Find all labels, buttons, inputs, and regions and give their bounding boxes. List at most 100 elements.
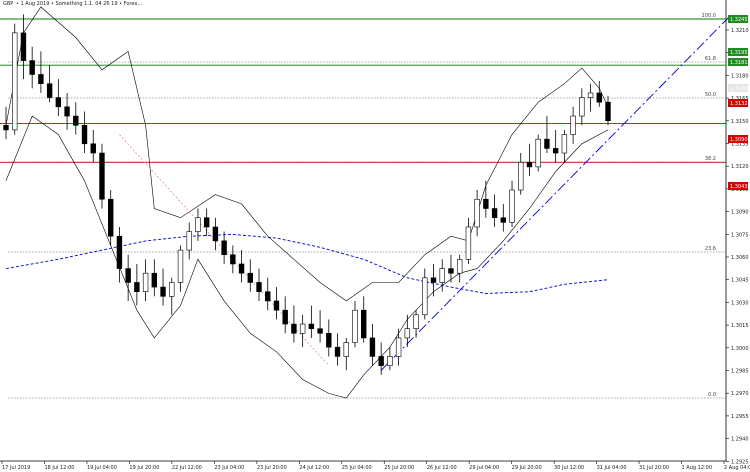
price-tag-5 [728, 135, 748, 143]
candle-body-12 [107, 198, 114, 237]
candle-body-40 [352, 309, 358, 343]
fib-label-3: 38.2 [705, 156, 716, 162]
candle-body-13 [116, 235, 123, 269]
fib-label-2: 50.0 [705, 92, 716, 98]
y-axis-ticks: 1.32101.31951.31801.31651.31501.31351.31… [726, 28, 749, 465]
candle-body-3 [29, 60, 35, 75]
x-tick-label-11: 29 Jul 04:00 [469, 465, 499, 471]
y-tick-label-10: 1.3060 [731, 255, 749, 261]
x-tick-label-14: 31 Jul 04:00 [597, 465, 627, 471]
y-tick-label-0: 1.3210 [731, 28, 749, 34]
candle-body-38 [334, 346, 341, 357]
candle-body-23 [203, 217, 210, 228]
candle-body-52 [456, 259, 463, 274]
y-tick-label-12: 1.3030 [731, 300, 749, 306]
candle-body-60 [526, 161, 533, 168]
candle-body-53 [465, 226, 472, 260]
x-tick-label-16: 1 Aug 12:00 [682, 465, 713, 471]
y-tick-label-19: 1.2925 [731, 459, 749, 465]
candle-body-33 [291, 323, 297, 334]
candle-body-22 [195, 217, 201, 232]
candle-body-30 [265, 291, 271, 302]
x-axis-ticks: 17 Jul 2019 18 Jul 12:00 19 Jul 04:00 19 Ju… [1, 461, 750, 471]
x-tick-label-2: 19 Jul 04:00 [87, 465, 117, 471]
x-tick-label-6: 23 Jul 20:00 [257, 465, 287, 471]
y-tick-label-13: 1.3015 [731, 323, 749, 329]
y-tick-label-9: 1.3075 [731, 232, 749, 238]
candle-body-37 [326, 332, 332, 348]
candle-body-62 [544, 138, 550, 149]
price-tag-label-4: 1.3132 [730, 101, 748, 107]
candle-body-35 [308, 323, 315, 329]
price-tag-label-0: 1.3245 [730, 17, 748, 23]
y-tick-label-16: 1.2970 [731, 391, 749, 397]
candle-body-10 [90, 143, 96, 154]
fib-label-1: 61.8 [705, 56, 716, 62]
x-tick-label-3: 19 Jul 20:00 [129, 465, 159, 471]
x-tick-label-17: 2 Aug 04:00 [724, 465, 750, 471]
candle-body-4 [38, 74, 44, 85]
candle-body-54 [474, 198, 480, 228]
candle-body-26 [230, 254, 236, 265]
candle-body-17 [151, 272, 158, 288]
y-tick-label-2: 1.3180 [731, 73, 749, 79]
candle-body-58 [509, 189, 515, 223]
candle-body-21 [186, 231, 192, 251]
y-tick-label-4: 1.3150 [731, 119, 749, 125]
candle-body-69 [605, 101, 611, 121]
x-tick-label-5: 23 Jul 04:00 [214, 465, 244, 471]
candle-body-66 [579, 97, 585, 117]
candle-body-41 [361, 309, 367, 339]
candle-body-50 [439, 268, 445, 283]
price-tag-0 [728, 15, 748, 23]
y-tick-label-15: 1.2985 [731, 369, 749, 375]
price-tag-3 [728, 84, 748, 92]
candle-body-11 [99, 152, 105, 200]
candle-body-51 [448, 268, 454, 274]
candle-body-29 [256, 282, 262, 292]
candle-body-36 [317, 328, 323, 334]
price-tag-label-3: 1.3148 [730, 86, 748, 92]
price-tag-2 [728, 58, 748, 66]
candle-body-8 [73, 115, 79, 126]
candle-body-61 [535, 138, 541, 168]
candle-body-57 [500, 217, 507, 223]
fibonacci-levels: 100.0 61.8 50.0 38.2 23.6 0.0 [8, 13, 726, 399]
x-tick-label-15: 31 Jul 20:00 [639, 465, 669, 471]
y-tick-label-5: 1.3135 [731, 142, 749, 148]
candle-body-48 [422, 277, 428, 316]
candle-body-5 [46, 83, 53, 98]
y-tick-label-11: 1.3045 [731, 278, 749, 284]
x-tick-label-0: 17 Jul 2019 [2, 465, 30, 471]
candle-body-67 [587, 92, 594, 98]
x-tick-label-7: 24 Jul 12:00 [299, 465, 329, 471]
x-tick-label-13: 30 Jul 12:00 [554, 465, 584, 471]
candle-body-28 [247, 272, 253, 283]
candle-body-42 [369, 337, 376, 357]
candle-body-15 [134, 282, 140, 292]
candle-body-59 [518, 161, 524, 191]
y-tick-label-17: 1.2955 [731, 414, 749, 420]
price-tag-6 [728, 182, 748, 190]
candle-body-31 [273, 300, 280, 311]
trend-lines [119, 16, 730, 371]
candles [3, 14, 611, 375]
price-tag-label-2: 1.3181 [730, 60, 748, 66]
x-tick-label-4: 22 Jul 12:00 [172, 465, 202, 471]
candle-body-56 [491, 208, 498, 219]
candle-body-0 [3, 125, 9, 131]
candle-body-46 [404, 328, 411, 339]
fib-label-5: 0.0 [708, 392, 716, 398]
candle-body-2 [20, 32, 27, 61]
candle-body-65 [570, 115, 576, 135]
candle-body-20 [177, 249, 184, 283]
candle-body-49 [430, 277, 437, 283]
moving-average [5, 233, 609, 294]
candle-body-68 [596, 92, 602, 103]
candle-body-27 [238, 263, 245, 274]
candle-body-14 [125, 268, 131, 283]
x-tick-label-8: 25 Jul 04:00 [342, 465, 372, 471]
candle-body-55 [483, 198, 489, 209]
candle-body-19 [169, 282, 175, 297]
